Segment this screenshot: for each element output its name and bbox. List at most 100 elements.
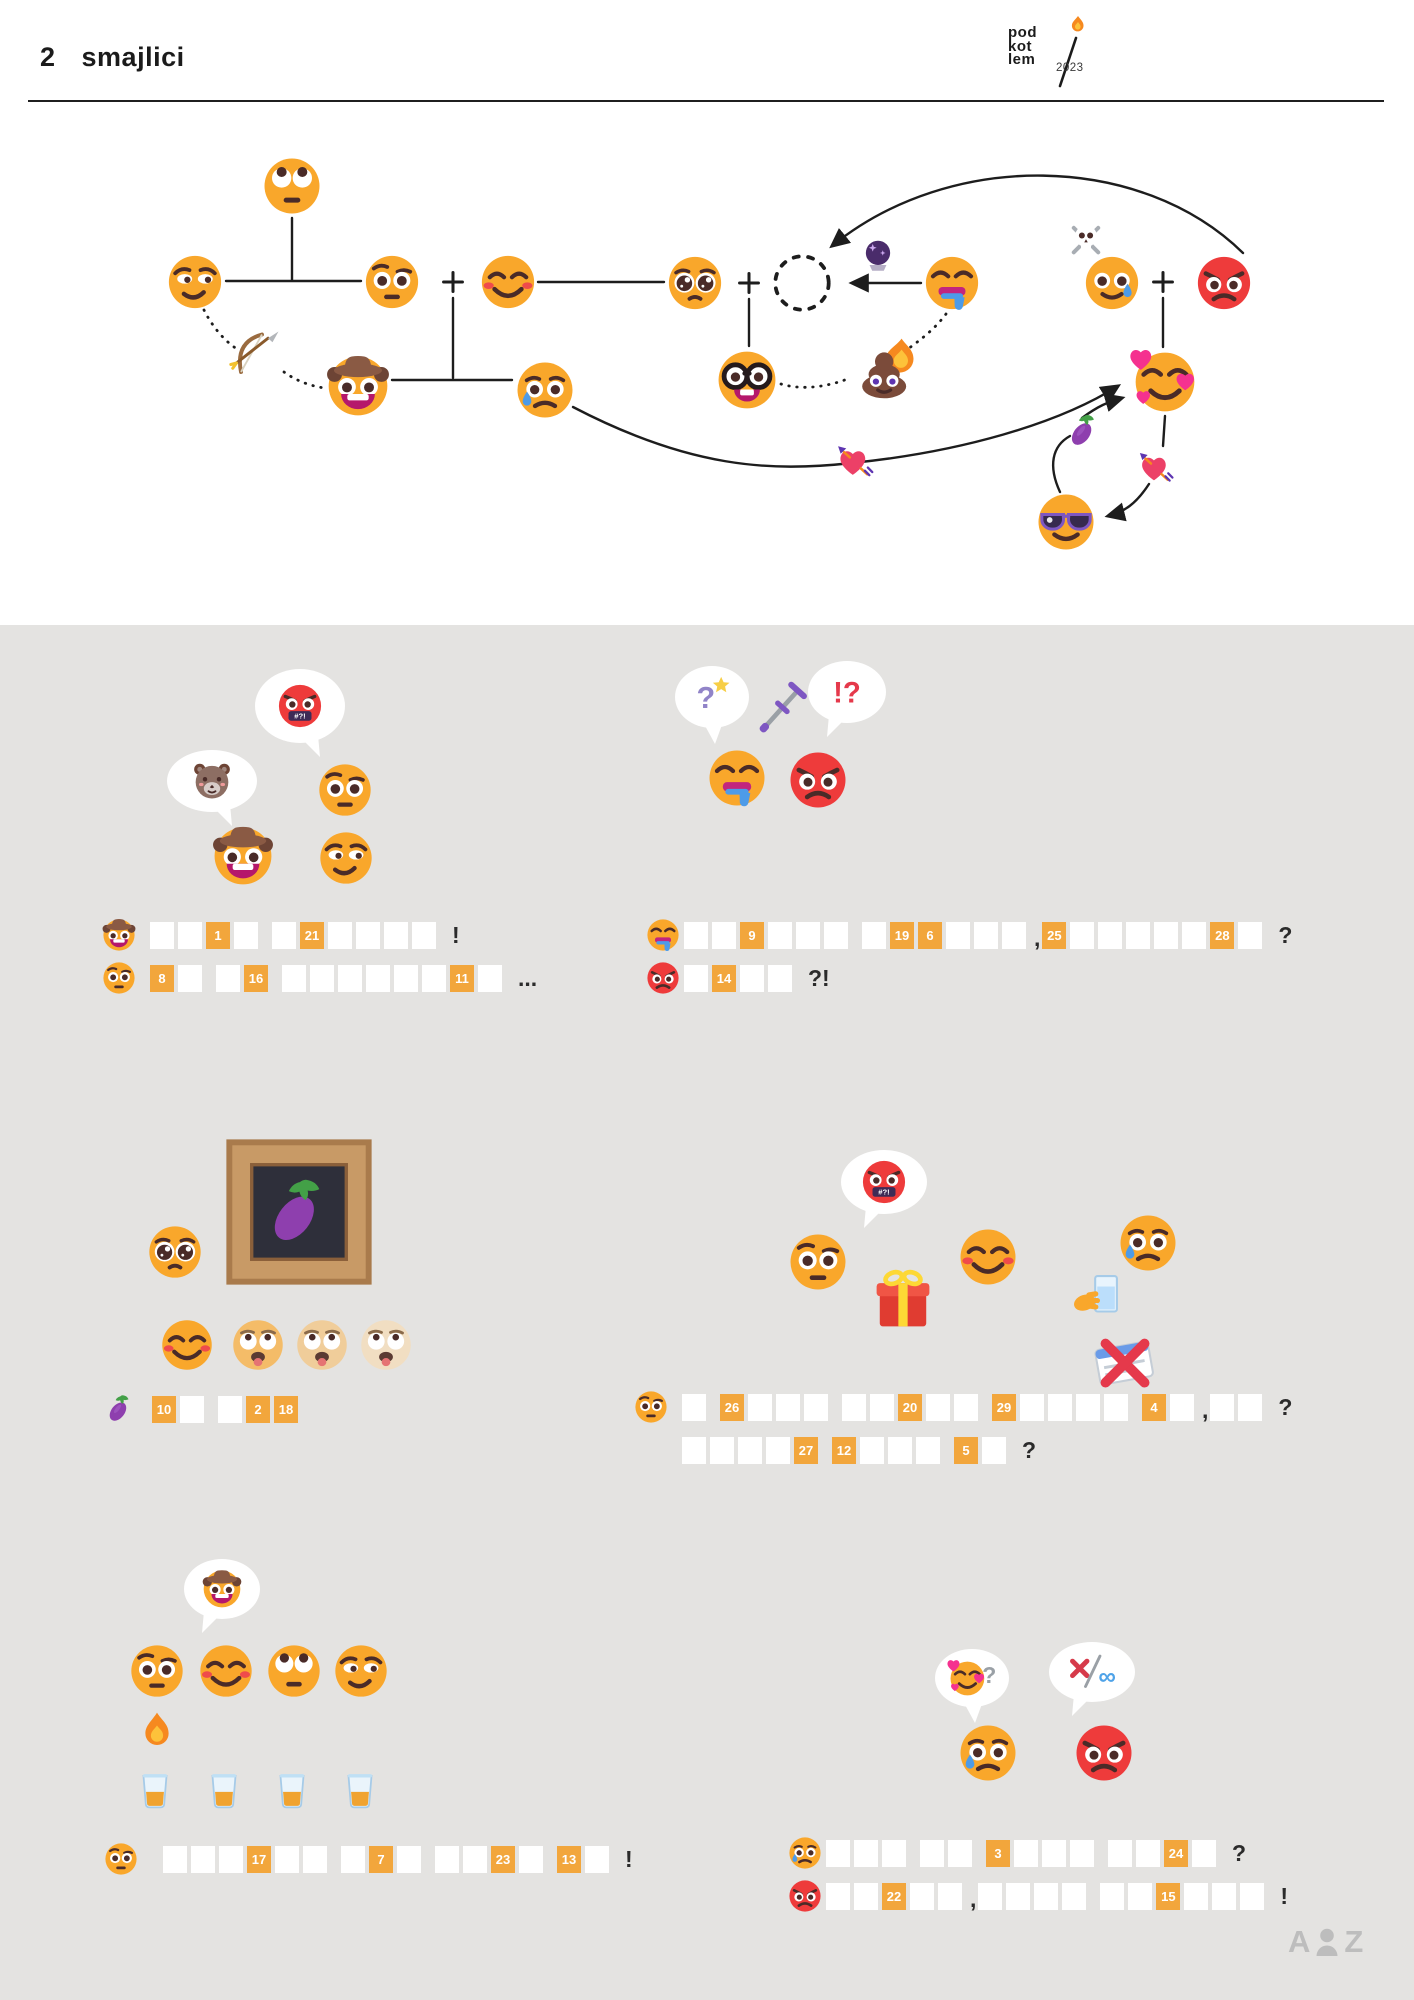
answer-box[interactable]: [397, 1846, 421, 1873]
answer-box[interactable]: [1070, 1840, 1094, 1867]
answer-box[interactable]: [946, 922, 970, 949]
answer-box[interactable]: [740, 965, 764, 992]
answer-box-numbered[interactable]: 29: [992, 1394, 1016, 1421]
answer-box-numbered[interactable]: 17: [247, 1846, 271, 1873]
answer-box[interactable]: [328, 922, 352, 949]
answer-box[interactable]: [272, 922, 296, 949]
answer-box-numbered[interactable]: 18: [274, 1396, 298, 1423]
answer-box[interactable]: [519, 1846, 543, 1873]
answer-box[interactable]: [384, 922, 408, 949]
answer-box[interactable]: [1076, 1394, 1100, 1421]
answer-box-numbered[interactable]: 12: [832, 1437, 856, 1464]
answer-box[interactable]: [682, 1394, 706, 1421]
answer-box[interactable]: [338, 965, 362, 992]
answer-box[interactable]: [435, 1846, 459, 1873]
answer-box[interactable]: [191, 1846, 215, 1873]
answer-box[interactable]: [888, 1437, 912, 1464]
answer-box[interactable]: [748, 1394, 772, 1421]
answer-box[interactable]: [938, 1883, 962, 1910]
answer-box[interactable]: [1002, 922, 1026, 949]
answer-box[interactable]: [854, 1840, 878, 1867]
answer-box-numbered[interactable]: 20: [898, 1394, 922, 1421]
answer-box-numbered[interactable]: 10: [152, 1396, 176, 1423]
answer-box[interactable]: [1128, 1883, 1153, 1910]
answer-box[interactable]: [216, 965, 240, 992]
answer-box[interactable]: [1104, 1394, 1128, 1421]
answer-box[interactable]: [768, 965, 792, 992]
answer-box[interactable]: [1042, 1840, 1066, 1867]
answer-box[interactable]: [684, 965, 708, 992]
answer-box[interactable]: [478, 965, 502, 992]
answer-box[interactable]: [1126, 922, 1151, 949]
answer-box[interactable]: [824, 922, 848, 949]
answer-box-numbered[interactable]: 23: [491, 1846, 515, 1873]
answer-box[interactable]: [974, 922, 998, 949]
answer-box[interactable]: [712, 922, 736, 949]
answer-box[interactable]: [1098, 922, 1123, 949]
answer-box[interactable]: [1014, 1840, 1038, 1867]
answer-box[interactable]: [910, 1883, 934, 1910]
answer-box-numbered[interactable]: 19: [890, 922, 914, 949]
answer-box[interactable]: [1182, 922, 1207, 949]
answer-box-numbered[interactable]: 24: [1164, 1840, 1188, 1867]
answer-box[interactable]: [1192, 1840, 1216, 1867]
answer-box[interactable]: [860, 1437, 884, 1464]
answer-box-numbered[interactable]: 2: [246, 1396, 270, 1423]
answer-box[interactable]: [1034, 1883, 1059, 1910]
answer-box[interactable]: [766, 1437, 790, 1464]
answer-box[interactable]: [1048, 1394, 1072, 1421]
answer-box-numbered[interactable]: 8: [150, 965, 174, 992]
answer-box[interactable]: [412, 922, 436, 949]
answer-box[interactable]: [826, 1840, 850, 1867]
answer-box-numbered[interactable]: 9: [740, 922, 764, 949]
answer-box-numbered[interactable]: 16: [244, 965, 268, 992]
answer-box[interactable]: [218, 1396, 242, 1423]
answer-box-numbered[interactable]: 3: [986, 1840, 1010, 1867]
answer-box-numbered[interactable]: 25: [1042, 922, 1067, 949]
answer-box-numbered[interactable]: 7: [369, 1846, 393, 1873]
answer-box[interactable]: [796, 922, 820, 949]
answer-box[interactable]: [163, 1846, 187, 1873]
answer-box[interactable]: [1154, 922, 1179, 949]
answer-box[interactable]: [219, 1846, 243, 1873]
answer-box[interactable]: [954, 1394, 978, 1421]
answer-box[interactable]: [150, 922, 174, 949]
answer-box[interactable]: [366, 965, 390, 992]
answer-box-numbered[interactable]: 6: [918, 922, 942, 949]
answer-box[interactable]: [948, 1840, 972, 1867]
answer-box[interactable]: [870, 1394, 894, 1421]
answer-box[interactable]: [926, 1394, 950, 1421]
answer-box[interactable]: [1062, 1883, 1087, 1910]
answer-box[interactable]: [178, 922, 202, 949]
answer-box[interactable]: [768, 922, 792, 949]
answer-box[interactable]: [1210, 1394, 1235, 1421]
answer-box-numbered[interactable]: 1: [206, 922, 230, 949]
answer-box[interactable]: [1100, 1883, 1125, 1910]
answer-box[interactable]: [826, 1883, 850, 1910]
answer-box[interactable]: [862, 922, 886, 949]
answer-box[interactable]: [920, 1840, 944, 1867]
answer-box-numbered[interactable]: 11: [450, 965, 474, 992]
answer-box[interactable]: [180, 1396, 204, 1423]
answer-box[interactable]: [275, 1846, 299, 1873]
answer-box[interactable]: [738, 1437, 762, 1464]
answer-box[interactable]: [282, 965, 306, 992]
answer-box[interactable]: [1108, 1840, 1132, 1867]
answer-box[interactable]: [463, 1846, 487, 1873]
answer-box[interactable]: [341, 1846, 365, 1873]
answer-box[interactable]: [684, 922, 708, 949]
answer-box[interactable]: [776, 1394, 800, 1421]
answer-box[interactable]: [234, 922, 258, 949]
answer-box[interactable]: [394, 965, 418, 992]
answer-box[interactable]: [1240, 1883, 1265, 1910]
answer-box[interactable]: [310, 965, 334, 992]
answer-box-numbered[interactable]: 13: [557, 1846, 581, 1873]
answer-box[interactable]: [1170, 1394, 1194, 1421]
answer-box[interactable]: [1212, 1883, 1237, 1910]
answer-box-numbered[interactable]: 26: [720, 1394, 744, 1421]
answer-box-numbered[interactable]: 22: [882, 1883, 906, 1910]
answer-box-numbered[interactable]: 4: [1142, 1394, 1166, 1421]
answer-box-numbered[interactable]: 21: [300, 922, 324, 949]
answer-box[interactable]: [1184, 1883, 1209, 1910]
answer-box[interactable]: [1238, 1394, 1263, 1421]
